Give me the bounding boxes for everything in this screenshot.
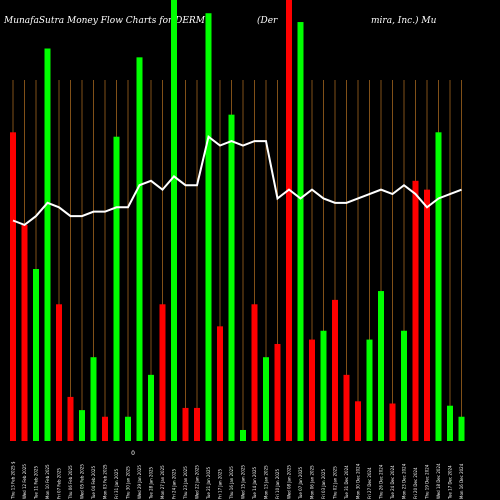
x-tick-label: Mon 16 Dec 2024 bbox=[459, 463, 464, 499]
x-tick-label: Thu 26 Dec 2024 bbox=[379, 464, 384, 500]
x-tick-label: Thu 13 Feb 2025 $ bbox=[11, 461, 16, 500]
x-tick-label: Tue 24 Dec 2024 bbox=[390, 465, 395, 500]
bar bbox=[435, 132, 442, 442]
x-tick-label: Mon 03 Feb 2025 bbox=[103, 464, 108, 499]
bar bbox=[332, 299, 338, 441]
x-tick-label: Tue 31 Dec 2024 bbox=[344, 465, 349, 500]
bar bbox=[412, 180, 419, 441]
x-tick-label: Fri 24 Jan 2025 bbox=[172, 469, 177, 499]
bar bbox=[21, 224, 28, 441]
x-tick-label: Fri 17 Jan 2025 bbox=[218, 469, 223, 499]
x-tick-label: Tue 04 Feb 2025 bbox=[91, 466, 96, 500]
bar bbox=[274, 343, 281, 441]
x-tick-label: Wed 05 Feb 2025 bbox=[80, 464, 85, 499]
bar bbox=[102, 416, 108, 441]
x-tick-label: Mon 10 Feb 2025 bbox=[45, 464, 50, 499]
bar bbox=[309, 339, 315, 441]
x-tick-label: Mon 27 Jan 2025 bbox=[160, 465, 165, 499]
chart-title-middle: (Der bbox=[257, 16, 278, 26]
x-tick-label: Mon 23 Dec 2024 bbox=[402, 463, 407, 499]
bar bbox=[228, 114, 235, 441]
grid-lines bbox=[12, 80, 462, 441]
bar bbox=[343, 374, 350, 441]
x-tick-label: Tue 28 Jan 2025 bbox=[149, 466, 154, 500]
x-tick-label: Wed 08 Jan 2025 bbox=[287, 465, 292, 499]
bar bbox=[33, 269, 39, 441]
bar bbox=[389, 403, 396, 441]
x-tick-label: Fri 07 Feb 2025 bbox=[57, 468, 62, 499]
bar bbox=[148, 374, 154, 441]
bar bbox=[286, 0, 292, 441]
x-tick-label: Fri 27 Dec 2024 bbox=[367, 467, 372, 499]
x-tick-label: Tue 07 Jan 2025 bbox=[298, 466, 303, 500]
bar bbox=[79, 410, 85, 441]
bar bbox=[378, 291, 384, 441]
x-tick-label: Thu 06 Feb 2025 bbox=[68, 465, 73, 500]
bar bbox=[401, 330, 407, 441]
bar bbox=[263, 357, 269, 441]
x-tick-label: Tue 14 Jan 2025 bbox=[252, 466, 257, 500]
x-tick-label: Wed 12 Feb 2025 bbox=[22, 464, 27, 499]
chart-title-left: MunafaSutra Money Flow Charts for DERM bbox=[4, 16, 205, 26]
x-tick-label: Thu 16 Jan 2025 bbox=[229, 466, 234, 500]
bar bbox=[171, 0, 177, 441]
bar bbox=[90, 357, 97, 441]
bar bbox=[205, 13, 212, 441]
x-tick-label: Mon 13 Jan 2025 bbox=[264, 465, 269, 499]
bar bbox=[44, 48, 51, 441]
x-tick-label: Thu 02 Jan 2025 bbox=[333, 466, 338, 500]
bar bbox=[136, 57, 143, 442]
x-tick-label: Tue 11 Feb 2025 bbox=[34, 466, 39, 500]
x-tick-label: Mon 06 Jan 2025 bbox=[310, 465, 315, 499]
bar bbox=[240, 429, 246, 441]
bar bbox=[320, 330, 327, 441]
chart-title-right: mira, Inc.) Mu bbox=[371, 16, 437, 26]
bar-group bbox=[10, 0, 465, 442]
bar bbox=[113, 136, 120, 441]
x-tick-label: Thu 19 Dec 2024 bbox=[425, 464, 430, 500]
bar bbox=[182, 407, 189, 441]
bar bbox=[10, 132, 16, 442]
bar bbox=[159, 304, 166, 441]
x-tick-label: Wed 29 Jan 2025 bbox=[137, 465, 142, 499]
x-tick-label: Mon 30 Dec 2024 bbox=[356, 463, 361, 499]
x-tick-label: Wed 22 Jan 2025 bbox=[195, 465, 200, 499]
x-tick-label: Thu 23 Jan 2025 bbox=[183, 466, 188, 500]
x-label-group: Thu 13 Feb 2025 $ Wed 12 Feb 2025 Tue 11 F… bbox=[11, 461, 465, 500]
x-tick-label: Fri 10 Jan 2025 bbox=[275, 469, 280, 499]
bar bbox=[447, 405, 453, 441]
price-line bbox=[12, 134, 462, 227]
bar bbox=[125, 416, 131, 441]
bar bbox=[217, 326, 223, 441]
bar bbox=[458, 416, 465, 441]
bar bbox=[56, 304, 62, 441]
bar bbox=[297, 22, 304, 442]
x-tick-label: Fri 20 Dec 2024 bbox=[413, 467, 418, 499]
x-tick-label: Tue 17 Dec 2024 bbox=[448, 465, 453, 500]
bar bbox=[424, 189, 430, 441]
x-tick-label: Tue 21 Jan 2025 bbox=[206, 466, 211, 500]
bar bbox=[366, 339, 373, 441]
bar bbox=[67, 396, 74, 441]
x-tick-label: Fri 03 Jan 2025 bbox=[321, 469, 326, 499]
x-tick-label: Fri 31 Jan 2025 bbox=[114, 469, 119, 499]
bar bbox=[355, 401, 361, 441]
x-tick-label: Thu 30 Jan 2025 bbox=[126, 466, 131, 500]
axis-special-label: 0 bbox=[131, 450, 135, 457]
x-tick-label: Wed 18 Dec 2024 bbox=[436, 463, 441, 499]
price-line-group bbox=[12, 134, 462, 227]
bar bbox=[194, 407, 200, 441]
x-tick-label: Wed 15 Jan 2025 bbox=[241, 465, 246, 499]
bar bbox=[251, 304, 258, 441]
